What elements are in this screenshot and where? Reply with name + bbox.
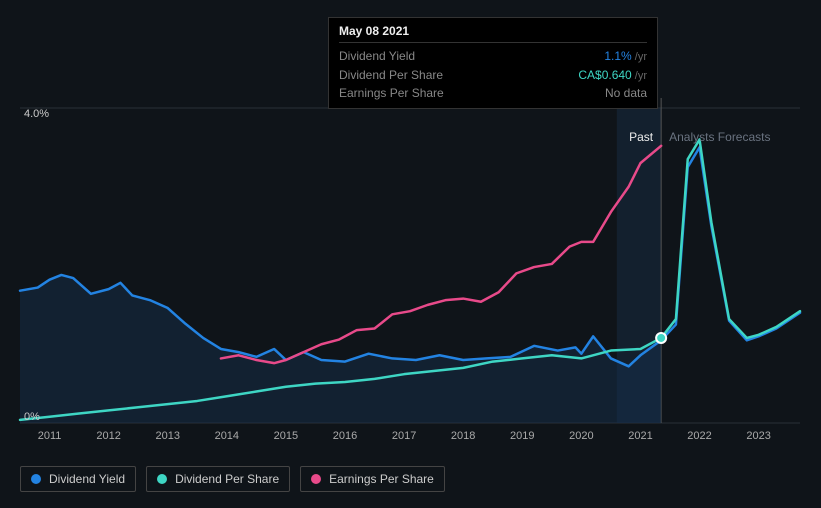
legend-label: Dividend Yield <box>49 472 125 486</box>
tooltip-row-label: Dividend Per Share <box>339 66 443 85</box>
tooltip-row-value: CA$0.640 /yr <box>578 66 647 85</box>
y-tick-label: 4.0% <box>24 108 49 120</box>
legend-dot-icon <box>31 474 41 484</box>
tooltip-row: Dividend Yield 1.1% /yr <box>339 47 647 66</box>
x-tick-label: 2019 <box>510 430 534 442</box>
x-tick-label: 2017 <box>392 430 416 442</box>
tooltip-row: Dividend Per Share CA$0.640 /yr <box>339 66 647 85</box>
legend-label: Earnings Per Share <box>329 472 434 486</box>
legend-item[interactable]: Dividend Yield <box>20 466 136 492</box>
x-axis: 2011 2012 2013 2014 2015 2016 2017 2018 2019 2020… <box>20 430 800 446</box>
region-label-past: Past <box>629 130 653 144</box>
legend-dot-icon <box>157 474 167 484</box>
x-tick-label: 2022 <box>687 430 711 442</box>
legend-dot-icon <box>311 474 321 484</box>
financial-chart: May 08 2021 Dividend Yield1.1% /yrDivide… <box>0 0 821 508</box>
x-tick-label: 2013 <box>155 430 179 442</box>
chart-legend: Dividend Yield Dividend Per Share Earnings… <box>20 466 445 492</box>
tooltip-row-label: Earnings Per Share <box>339 84 444 102</box>
x-tick-label: 2023 <box>746 430 770 442</box>
tooltip-row-value: No data <box>605 84 647 102</box>
x-tick-label: 2021 <box>628 430 652 442</box>
y-tick-label: 0% <box>24 411 40 423</box>
chart-plot[interactable] <box>20 108 800 423</box>
tooltip-row: Earnings Per Share No data <box>339 84 647 102</box>
chart-tooltip: May 08 2021 Dividend Yield1.1% /yrDivide… <box>328 17 658 109</box>
x-tick-label: 2011 <box>38 430 62 442</box>
x-tick-label: 2016 <box>333 430 357 442</box>
region-label-forecast: Analysts Forecasts <box>669 130 770 144</box>
x-tick-label: 2018 <box>451 430 475 442</box>
tooltip-date: May 08 2021 <box>339 24 647 43</box>
x-tick-label: 2015 <box>274 430 298 442</box>
tooltip-row-value: 1.1% /yr <box>604 47 647 66</box>
legend-item[interactable]: Earnings Per Share <box>300 466 445 492</box>
tooltip-row-label: Dividend Yield <box>339 47 415 66</box>
x-tick-label: 2020 <box>569 430 593 442</box>
x-tick-label: 2014 <box>215 430 239 442</box>
x-tick-label: 2012 <box>96 430 120 442</box>
legend-label: Dividend Per Share <box>175 472 279 486</box>
legend-item[interactable]: Dividend Per Share <box>146 466 290 492</box>
